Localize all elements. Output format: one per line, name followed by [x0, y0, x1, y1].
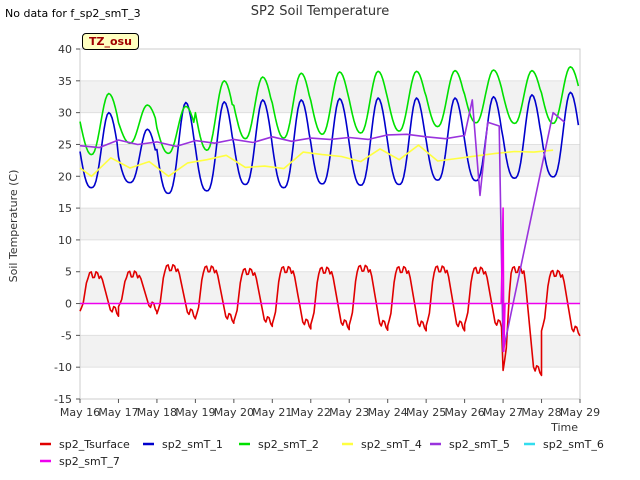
- chart-title: SP2 Soil Temperature: [251, 4, 389, 19]
- y-tick-label: -15: [54, 393, 72, 406]
- series-line-sp2_smT_2: [79, 66, 580, 156]
- x-tick-label: May 18: [137, 406, 177, 419]
- grid-band: [80, 367, 580, 399]
- x-axis-label: Time: [550, 421, 578, 434]
- grid-band: [80, 239, 580, 272]
- x-tick-label: May 28: [521, 406, 561, 419]
- y-tick-label: 35: [58, 75, 72, 88]
- series-line-sp2_smT_5: [79, 99, 566, 353]
- series-line-sp2_smT_7: [80, 207, 580, 353]
- x-tick-label: May 16: [60, 406, 100, 419]
- x-tick-label: May 21: [252, 406, 292, 419]
- plot-frame: [79, 48, 581, 400]
- legend-label: sp2_smT_2: [258, 438, 319, 451]
- legend-label: sp2_Tsurface: [59, 438, 130, 451]
- grid-band: [80, 271, 580, 304]
- y-tick-label: 40: [58, 43, 72, 56]
- x-tick-label: May 22: [291, 406, 331, 419]
- x-tick-label: May 27: [483, 406, 523, 419]
- x-tick-label: May 19: [175, 406, 215, 419]
- legend-label: sp2_smT_7: [59, 455, 120, 468]
- series-line-sp2_Tsurface: [79, 264, 581, 377]
- y-tick-label: -5: [61, 329, 72, 342]
- legend-label: sp2_smT_6: [543, 438, 604, 451]
- timezone-badge: TZ_osu: [82, 33, 139, 50]
- y-tick-label: 25: [58, 138, 72, 151]
- legend-label: sp2_smT_1: [162, 438, 223, 451]
- grid-band: [80, 208, 580, 240]
- x-tick-label: May 17: [98, 406, 138, 419]
- y-tick-label: -10: [54, 361, 72, 374]
- grid-band: [80, 335, 580, 368]
- y-tick-label: 15: [58, 202, 72, 215]
- legend: sp2_Tsurface sp2_smT_1 sp2_smT_2 sp2_smT_4 s…: [40, 438, 604, 468]
- grid-band: [80, 303, 580, 336]
- y-tick-label: 20: [58, 170, 72, 183]
- no-data-note: No data for f_sp2_smT_3: [5, 7, 141, 20]
- x-tick-label: May 26: [444, 406, 484, 419]
- legend-label: sp2_smT_4: [361, 438, 422, 451]
- series-line-sp2_smT_4: [79, 144, 554, 178]
- y-axis-label: Soil Temperature (C): [7, 170, 20, 283]
- x-tick-label: May 29: [560, 406, 600, 419]
- x-tick-label: May 23: [329, 406, 369, 419]
- y-axis: -15 -10 -5 0 5 10 15 20 25 30 35 40: [54, 43, 80, 406]
- series-group: [79, 66, 581, 377]
- series-line-sp2_smT_1: [79, 91, 580, 195]
- legend-label: sp2_smT_5: [449, 438, 510, 451]
- x-tick-label: May 25: [406, 406, 446, 419]
- y-tick-label: 5: [65, 266, 72, 279]
- grid-band: [80, 176, 580, 209]
- y-tick-label: 10: [58, 234, 72, 247]
- x-tick-label: May 24: [368, 406, 408, 419]
- x-tick-label: May 20: [214, 406, 254, 419]
- grid-band: [80, 49, 580, 81]
- y-tick-label: 0: [65, 298, 72, 311]
- y-tick-label: 30: [58, 107, 72, 120]
